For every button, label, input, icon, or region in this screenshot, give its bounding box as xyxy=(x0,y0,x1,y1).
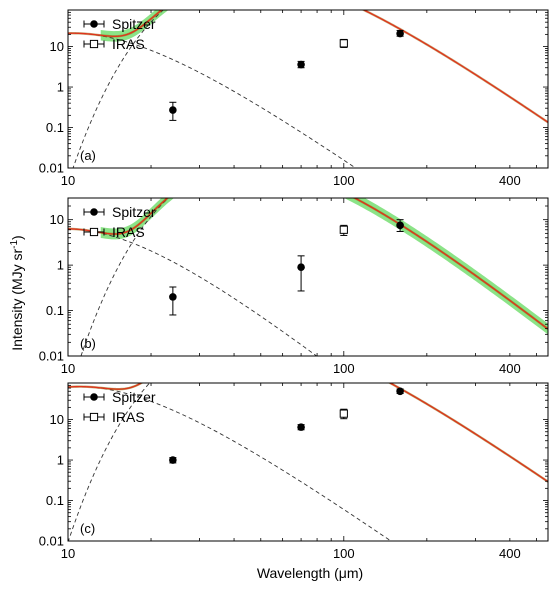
y-axis-label: Intensity (MJy sr-1) xyxy=(9,235,25,350)
legend-label: Spitzer xyxy=(112,16,156,32)
y-axis-label-sup: -1 xyxy=(9,240,20,249)
spitzer-point xyxy=(297,423,305,431)
y-tick-label: 0.01 xyxy=(39,161,64,176)
plot-frame xyxy=(67,197,549,357)
spitzer-point xyxy=(396,387,404,396)
iras-point xyxy=(339,39,348,48)
legend-label: Spitzer xyxy=(112,204,156,220)
panel-c: 10 100 400 0.01 0.1 1 10 (c) Spitzer IRAS xyxy=(39,382,549,561)
spitzer-point xyxy=(169,106,177,114)
legend-label: IRAS xyxy=(112,224,145,240)
total-fit-outline xyxy=(68,198,548,330)
panel-label: (a) xyxy=(80,148,96,163)
spitzer-point xyxy=(297,60,305,69)
x-tick-label: 10 xyxy=(61,173,75,188)
legend-marker-iras xyxy=(89,39,99,49)
y-tick-label: 10 xyxy=(50,412,64,427)
y-axis-label-text: Intensity (MJy sr xyxy=(9,249,25,351)
warm-component-curve xyxy=(68,228,318,356)
y-tick-label: 0.1 xyxy=(46,493,64,508)
legend-label: Spitzer xyxy=(112,389,156,405)
legend-marker-iras xyxy=(89,227,99,237)
total-fit-curve xyxy=(68,198,548,330)
spitzer-point xyxy=(396,221,404,230)
x-tick-label: 10 xyxy=(61,361,75,376)
plot-area xyxy=(68,198,548,356)
plot-area xyxy=(68,10,548,168)
x-tick-label: 400 xyxy=(499,361,521,376)
legend-marker-iras xyxy=(89,412,99,422)
y-tick-label: 1 xyxy=(57,258,64,273)
cold-component-curve xyxy=(68,383,548,541)
panel-label: (c) xyxy=(80,521,95,536)
panel-b: 10 100 400 0.01 0.1 1 10 (b) Spitzer IRAS xyxy=(39,197,549,376)
y-tick-label: 1 xyxy=(57,80,64,95)
y-tick-label: 0.01 xyxy=(39,349,64,364)
x-tick-label: 400 xyxy=(499,546,521,561)
total-fit-curve xyxy=(68,383,548,483)
y-tick-label: 0.1 xyxy=(46,303,64,318)
y-tick-label: 0.01 xyxy=(39,534,64,549)
legend-label: IRAS xyxy=(112,36,145,52)
y-tick-label: 10 xyxy=(50,212,64,227)
panel-a: 10 100 400 0.01 0.1 1 10 (a) Spitzer IRAS xyxy=(39,9,549,188)
y-tick-label: 10 xyxy=(50,39,64,54)
legend-label: IRAS xyxy=(112,409,145,425)
legend-marker-spitzer xyxy=(90,208,98,216)
iras-point xyxy=(339,225,348,234)
y-tick-label: 0.1 xyxy=(46,120,64,135)
spitzer-point xyxy=(396,29,404,38)
x-axis-label: Wavelength (μm) xyxy=(257,565,363,581)
x-tick-label: 100 xyxy=(333,173,355,188)
warm-component-curve xyxy=(68,32,357,168)
legend-marker-spitzer xyxy=(90,20,98,28)
uncertainty-band xyxy=(100,383,548,483)
x-tick-label: 10 xyxy=(61,546,75,561)
total-fit-curve xyxy=(68,10,548,123)
panel-label: (b) xyxy=(80,336,96,351)
y-axis-label-close: ) xyxy=(9,235,25,240)
x-tick-label: 100 xyxy=(333,546,355,561)
iras-point xyxy=(339,409,348,418)
plot-frame xyxy=(67,9,549,169)
plot-frame xyxy=(67,382,549,542)
legend-marker-spitzer xyxy=(90,393,98,401)
spitzer-point xyxy=(297,263,305,271)
spitzer-point xyxy=(169,456,177,464)
uncertainty-band xyxy=(100,198,548,335)
y-tick-label: 1 xyxy=(57,453,64,468)
warm-component-curve xyxy=(68,386,392,541)
x-tick-label: 400 xyxy=(499,173,521,188)
panels: 10 100 400 0.01 0.1 1 10 (a) Spitzer IRAS 10 100 400… xyxy=(39,9,549,561)
spitzer-point xyxy=(169,293,177,301)
x-tick-label: 100 xyxy=(333,361,355,376)
plot-area xyxy=(68,383,548,541)
